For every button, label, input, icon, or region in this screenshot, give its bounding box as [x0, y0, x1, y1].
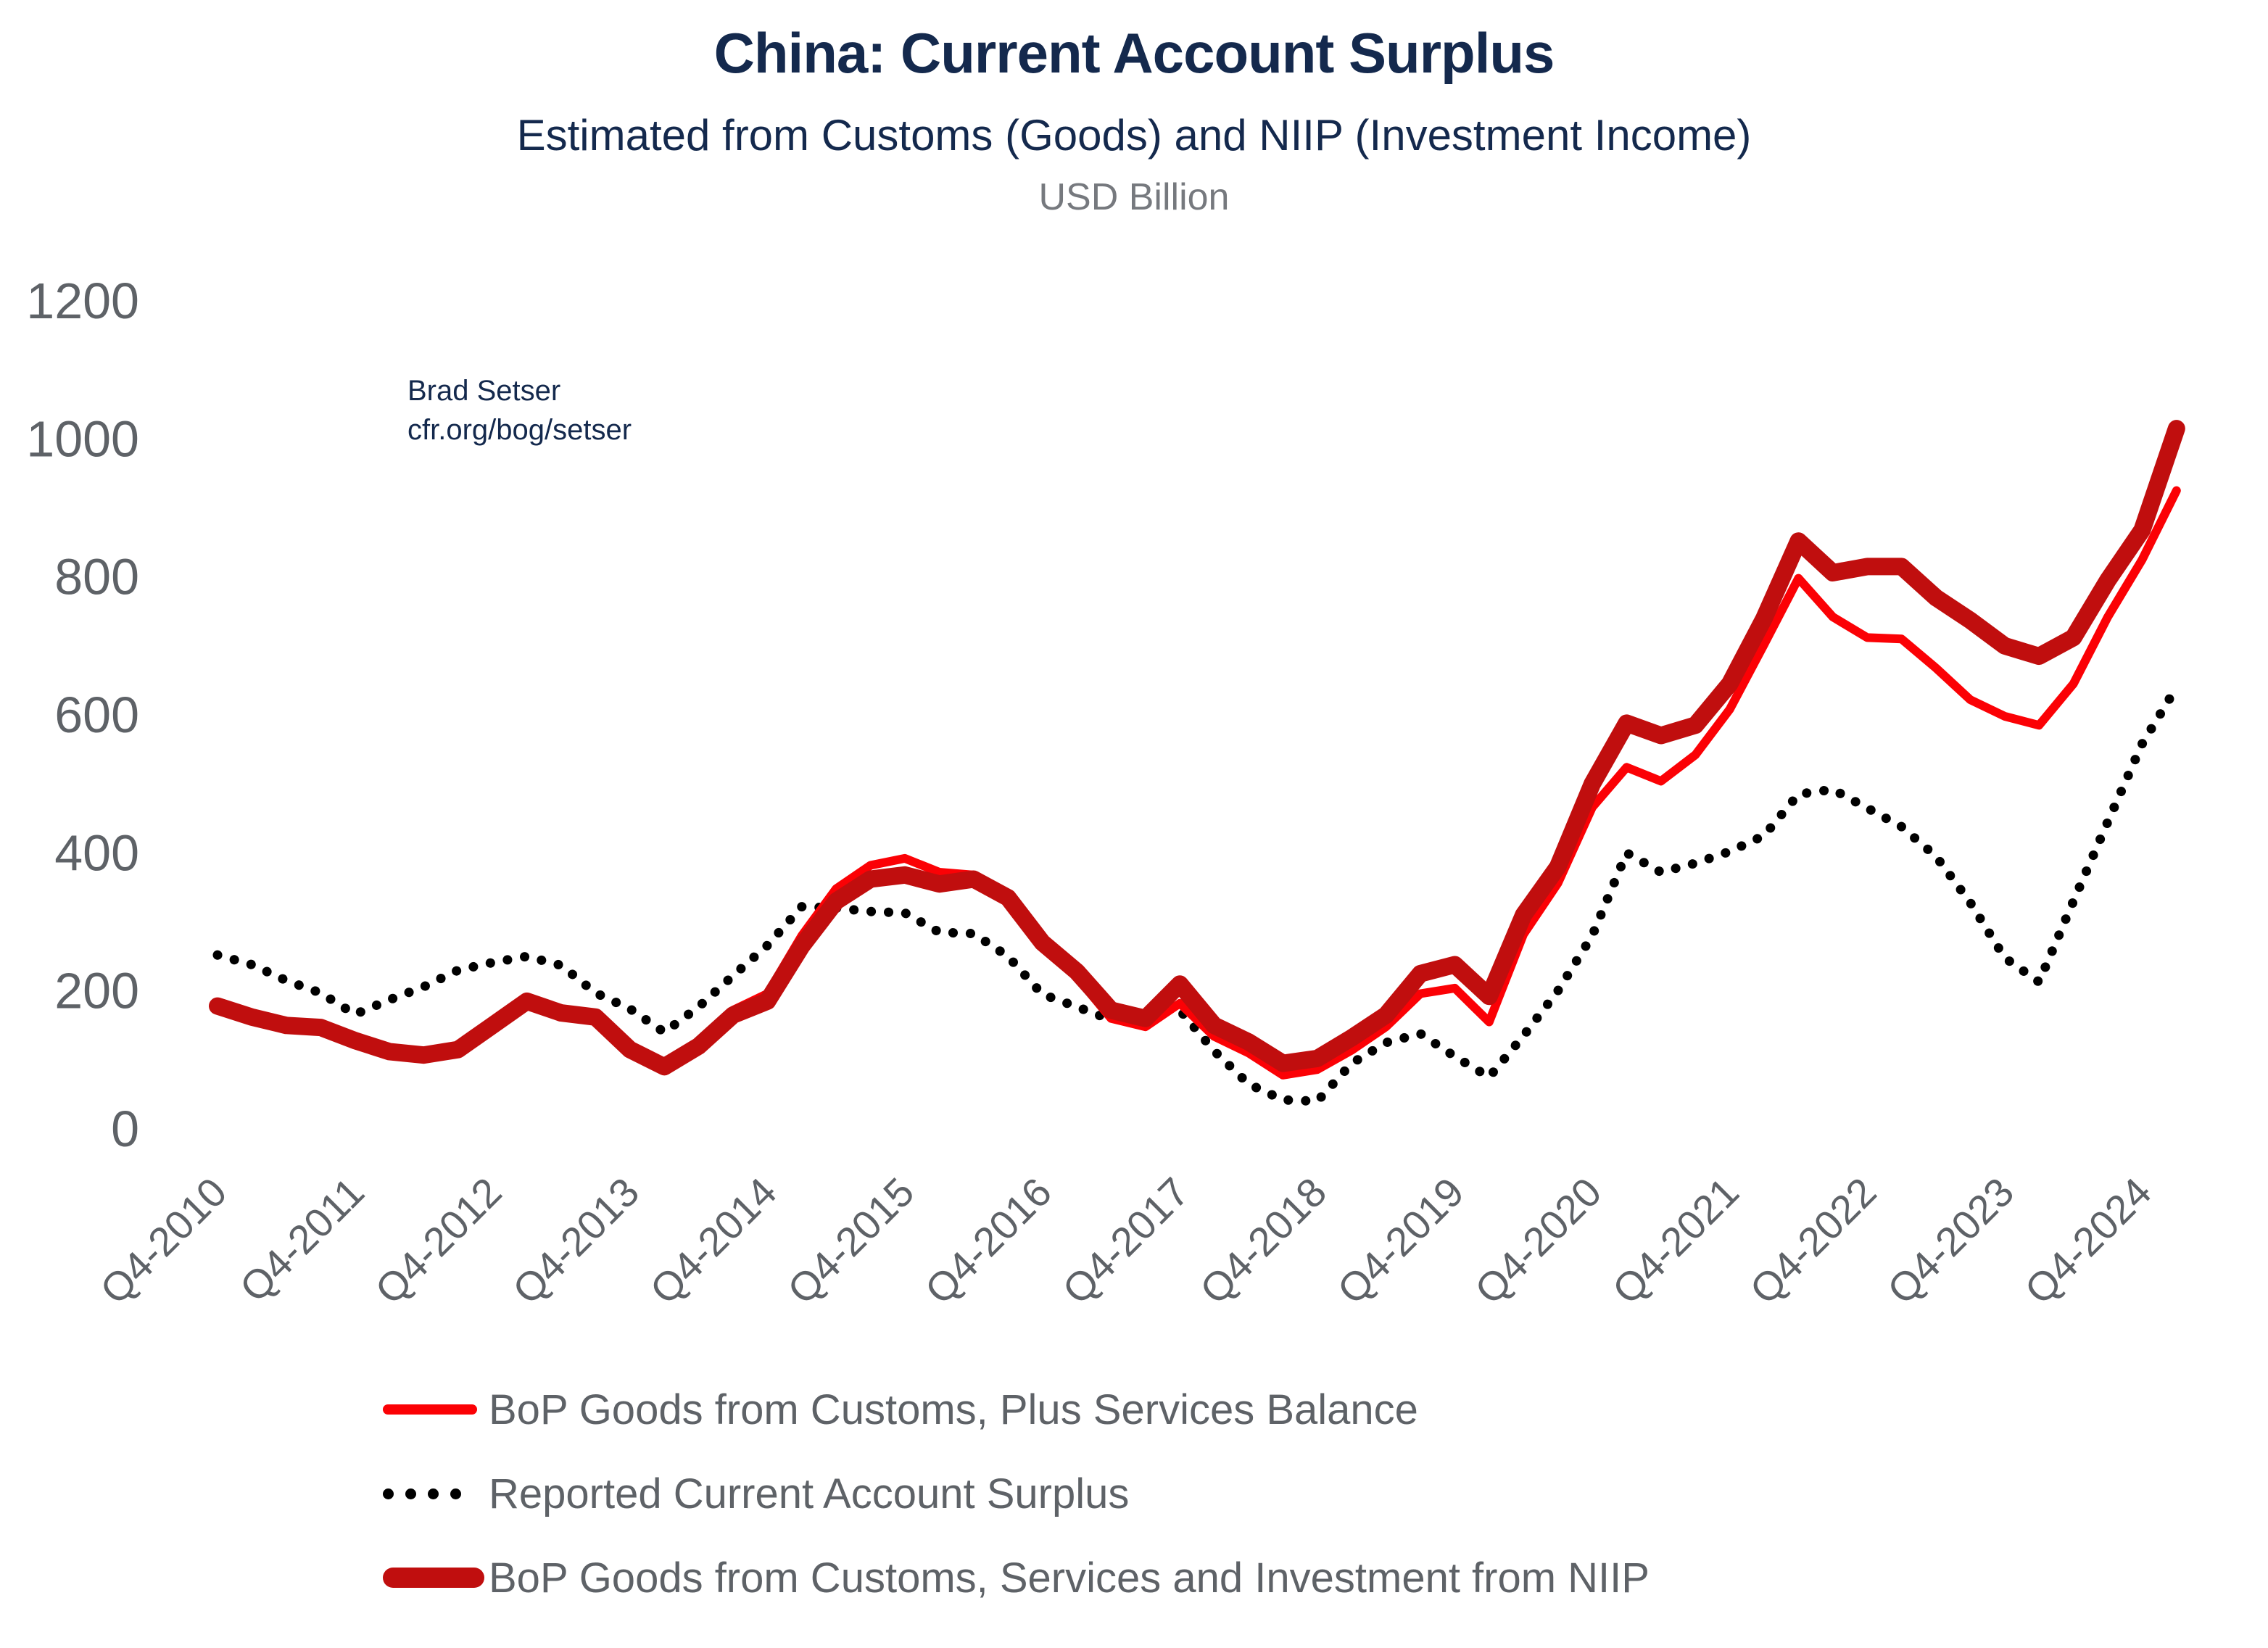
svg-text:Q4-2014: Q4-2014: [641, 1169, 785, 1313]
thick-dark-red-line-swatch-icon: [383, 1568, 489, 1588]
svg-text:Q4-2019: Q4-2019: [1328, 1169, 1473, 1313]
svg-text:600: 600: [54, 687, 139, 743]
svg-text:200: 200: [54, 963, 139, 1019]
svg-text:Q4-2016: Q4-2016: [916, 1169, 1060, 1313]
credit-url: cfr.org/bog/setser: [407, 414, 632, 446]
units-label: USD Billion: [1038, 176, 1230, 218]
page-title: China: Current Account Surplus: [713, 21, 1555, 85]
svg-text:Q4-2017: Q4-2017: [1054, 1169, 1198, 1313]
page-subtitle: Estimated from Customs (Goods) and NIIP …: [516, 111, 1752, 160]
dot-icon: [383, 1488, 394, 1499]
svg-text:Q4-2023: Q4-2023: [1879, 1169, 2023, 1313]
legend-item-niip: BoP Goods from Customs, Services and Inv…: [383, 1554, 1650, 1602]
dot-icon: [450, 1488, 461, 1499]
svg-text:Q4-2015: Q4-2015: [779, 1169, 923, 1313]
svg-text:Q4-2011: Q4-2011: [231, 1169, 373, 1311]
chart-legend: BoP Goods from Customs, Plus Services Ba…: [383, 1386, 1650, 1639]
dot-icon: [405, 1488, 416, 1499]
legend-item-reported-ca: Reported Current Account Surplus: [383, 1470, 1650, 1517]
chart-series-lines: [209, 420, 2185, 1106]
legend-label: BoP Goods from Customs, Plus Services Ba…: [489, 1386, 1418, 1433]
x-axis-tick-labels: Q4-2010Q4-2011Q4-2012Q4-2013Q4-2014Q4-20…: [91, 1169, 2160, 1313]
svg-text:0: 0: [111, 1101, 139, 1157]
svg-text:1200: 1200: [26, 273, 139, 329]
svg-text:1000: 1000: [26, 410, 139, 467]
svg-text:Q4-2024: Q4-2024: [2016, 1169, 2160, 1313]
dotted-line-swatch-icon: [383, 1488, 489, 1499]
y-axis-tick-labels: 0 200 400 600 800 1000 1200: [26, 273, 139, 1157]
svg-text:Q4-2021: Q4-2021: [1603, 1169, 1747, 1313]
legend-label: BoP Goods from Customs, Services and Inv…: [489, 1554, 1650, 1602]
svg-text:Q4-2013: Q4-2013: [504, 1169, 648, 1313]
dot-icon: [428, 1488, 439, 1499]
thin-red-line-swatch-icon: [383, 1404, 489, 1415]
credit-author: Brad Setser: [407, 375, 561, 407]
legend-item-customs-services: BoP Goods from Customs, Plus Services Ba…: [383, 1386, 1650, 1433]
svg-text:Q4-2022: Q4-2022: [1741, 1169, 1885, 1313]
legend-label: Reported Current Account Surplus: [489, 1470, 1130, 1517]
svg-text:Q4-2012: Q4-2012: [366, 1169, 510, 1313]
svg-text:400: 400: [54, 824, 139, 881]
svg-text:Q4-2010: Q4-2010: [91, 1169, 236, 1313]
svg-text:Q4-2020: Q4-2020: [1466, 1169, 1610, 1313]
svg-text:Q4-2018: Q4-2018: [1191, 1169, 1336, 1313]
credit-block: Brad Setser cfr.org/bog/setser: [407, 371, 632, 450]
svg-text:800: 800: [54, 549, 139, 605]
